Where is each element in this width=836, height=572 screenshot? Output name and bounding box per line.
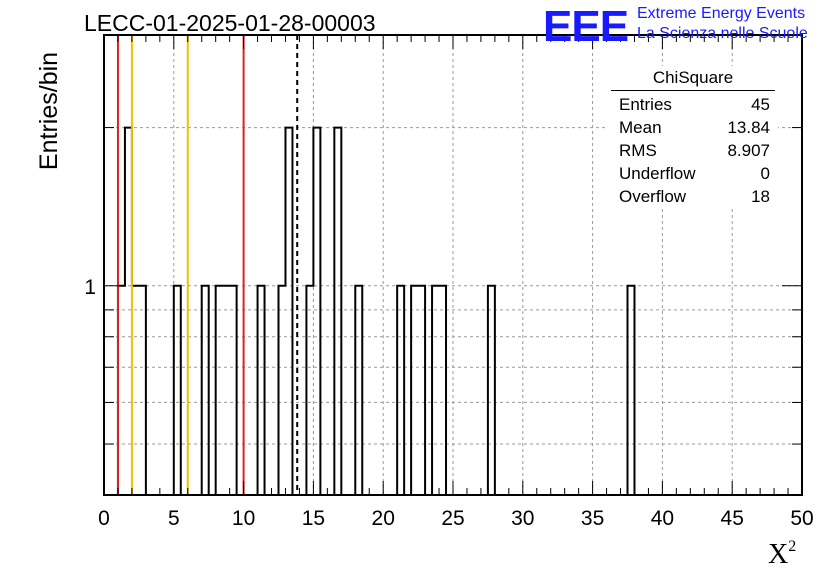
- stats-title: ChiSquare: [652, 68, 734, 87]
- stats-value: 0: [760, 164, 770, 183]
- x-tick-label: 15: [302, 507, 325, 530]
- x-tick-label: 50: [790, 507, 813, 530]
- eee-logo: EEE: [543, 2, 629, 51]
- histogram-bin: [488, 286, 495, 495]
- tick-labels: 0 5 10 15 20 25 30 35 40 45 50 1: [84, 276, 813, 530]
- stats-value: 13.84: [727, 118, 770, 137]
- stats-label: Overflow: [619, 187, 687, 206]
- histogram-bin: [628, 286, 635, 495]
- chart-title: LECC-01-2025-01-28-00003: [84, 10, 376, 36]
- stats-separator: [611, 90, 775, 91]
- histogram-bin: [285, 128, 292, 495]
- stats-row-entries: Entries 45: [608, 93, 778, 116]
- logo-line-2: La Scienza nelle Scuole: [637, 25, 808, 42]
- stats-value: 18: [751, 187, 770, 206]
- y-tick-label: 1: [84, 276, 96, 299]
- histogram-bin: [279, 286, 286, 495]
- stats-row-rms: RMS 8.907: [608, 139, 778, 162]
- y-axis-label: Entries/bin: [35, 51, 63, 171]
- histogram-bin: [202, 286, 209, 495]
- stats-row-underflow: Underflow 0: [608, 162, 778, 185]
- x-tick-label: 5: [168, 507, 180, 530]
- histogram-bin: [174, 286, 181, 495]
- x-tick-label: 35: [581, 507, 604, 530]
- histogram-bin: [223, 286, 230, 495]
- x-tick-label: 45: [721, 507, 744, 530]
- histogram-bin: [306, 286, 313, 495]
- stats-box: ChiSquare Entries 45 Mean 13.84 RMS 8.90…: [608, 66, 778, 208]
- histogram-bin: [258, 286, 265, 495]
- stats-value: 8.907: [727, 141, 770, 160]
- histogram-bin: [139, 286, 146, 495]
- x-tick-label: 10: [232, 507, 255, 530]
- x-tick-label: 30: [511, 507, 534, 530]
- reference-lines: [116, 35, 299, 495]
- histogram-bin: [432, 286, 439, 495]
- stats-label: Entries: [619, 95, 672, 114]
- x-tick-label: 0: [98, 507, 110, 530]
- histogram-bin: [118, 286, 125, 495]
- x-axis-label-base: X: [768, 539, 789, 570]
- x-tick-label: 20: [372, 507, 395, 530]
- histogram-bin: [439, 286, 446, 495]
- stats-label: Underflow: [619, 164, 696, 183]
- histogram-bin: [132, 286, 139, 495]
- x-axis-label-exponent: 2: [788, 538, 797, 555]
- stats-row-mean: Mean 13.84: [608, 116, 778, 139]
- x-tick-label: 40: [651, 507, 674, 530]
- histogram-bin: [216, 286, 223, 495]
- histogram-bin: [418, 286, 425, 495]
- histogram-bin: [355, 286, 362, 495]
- stats-label: RMS: [619, 141, 657, 160]
- histogram-bin: [397, 286, 404, 495]
- histogram-bin: [334, 128, 341, 495]
- logo-line-1: Extreme Energy Events: [637, 5, 806, 22]
- histogram-bin: [230, 286, 237, 495]
- stats-label: Mean: [619, 118, 662, 137]
- histogram-bin: [313, 128, 320, 495]
- histogram-bin: [125, 128, 132, 495]
- x-axis-label: X2: [768, 538, 796, 571]
- stats-row-overflow: Overflow 18: [608, 185, 778, 208]
- histogram-bin: [411, 286, 418, 495]
- axis-ticks: [103, 35, 803, 495]
- x-tick-label: 25: [441, 507, 464, 530]
- stats-value: 45: [751, 95, 770, 114]
